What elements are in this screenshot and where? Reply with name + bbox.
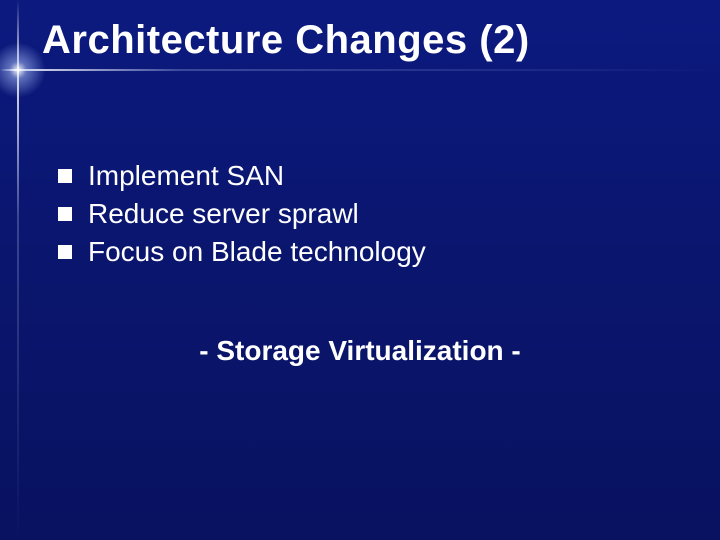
bullet-text: Reduce server sprawl bbox=[88, 198, 359, 230]
lens-flare bbox=[18, 70, 19, 71]
square-bullet-icon bbox=[58, 245, 72, 259]
square-bullet-icon bbox=[58, 169, 72, 183]
flare-ray-horizontal bbox=[0, 69, 720, 71]
bullet-list: Implement SAN Reduce server sprawl Focus… bbox=[58, 160, 680, 274]
list-item: Reduce server sprawl bbox=[58, 198, 680, 230]
square-bullet-icon bbox=[58, 207, 72, 221]
flare-ray-vertical bbox=[17, 0, 19, 540]
slide-subtitle: - Storage Virtualization - bbox=[0, 335, 720, 367]
bullet-text: Implement SAN bbox=[88, 160, 284, 192]
list-item: Implement SAN bbox=[58, 160, 680, 192]
bullet-text: Focus on Blade technology bbox=[88, 236, 426, 268]
flare-core bbox=[0, 40, 48, 100]
slide: Architecture Changes (2) Implement SAN R… bbox=[0, 0, 720, 540]
list-item: Focus on Blade technology bbox=[58, 236, 680, 268]
slide-title: Architecture Changes (2) bbox=[42, 18, 690, 63]
